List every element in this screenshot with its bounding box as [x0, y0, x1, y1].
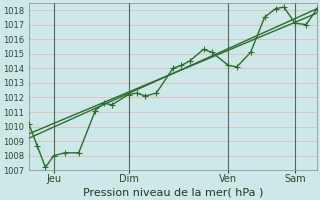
X-axis label: Pression niveau de la mer( hPa ): Pression niveau de la mer( hPa ) [83, 187, 263, 197]
